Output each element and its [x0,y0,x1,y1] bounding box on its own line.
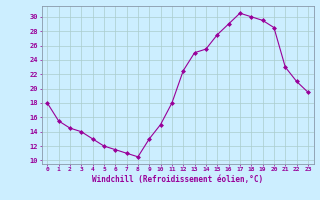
X-axis label: Windchill (Refroidissement éolien,°C): Windchill (Refroidissement éolien,°C) [92,175,263,184]
